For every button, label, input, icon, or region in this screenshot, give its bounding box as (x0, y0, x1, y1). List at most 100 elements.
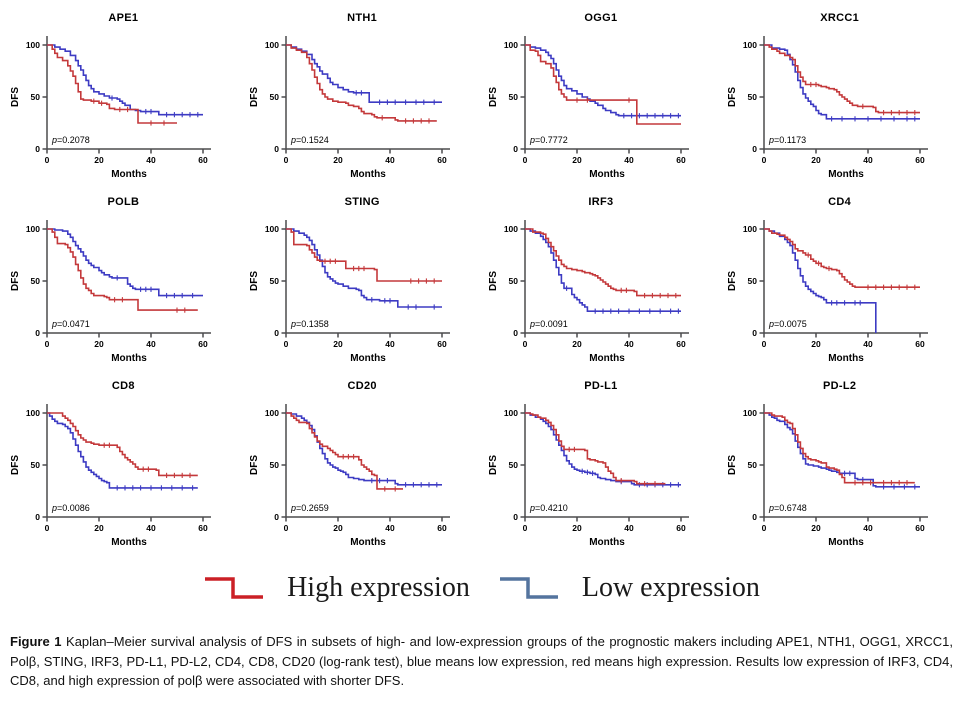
high-expression-step-icon (205, 577, 264, 599)
y-axis-label: DFS (249, 271, 260, 291)
y-axis-label: DFS (10, 455, 21, 475)
y-tick-label: 100 (26, 40, 40, 50)
y-tick-label: 50 (270, 460, 280, 470)
high-expression-curve (286, 228, 443, 282)
x-tick-label: 60 (199, 523, 209, 533)
x-tick-label: 0 (761, 155, 766, 165)
y-axis-label: DFS (727, 455, 738, 475)
km-plot: 0 50 100 0 20 40 60 DFS Months p=0.0471 (10, 220, 212, 364)
y-tick-label: 100 (742, 40, 756, 50)
x-tick-label: 40 (147, 339, 157, 349)
low-expression-curve (286, 44, 443, 103)
p-value: p=0.2659 (290, 503, 329, 513)
x-tick-label: 0 (284, 155, 289, 165)
x-tick-label: 20 (811, 523, 821, 533)
km-panel-cd20: CD20 0 50 100 0 20 40 60 DFS Months p=0.2659 (243, 372, 482, 550)
km-panel-nth1: NTH1 0 50 100 0 20 40 60 DFS Months p=0.1524 (243, 4, 482, 182)
p-value: p=0.2078 (51, 135, 90, 145)
p-value: p=0.6748 (768, 503, 807, 513)
km-plot: 0 50 100 0 20 40 60 DFS Months p=0.2659 (249, 404, 451, 548)
high-expression-curve (286, 412, 404, 490)
high-expression-curve (47, 412, 199, 477)
x-axis-label: Months (589, 353, 625, 364)
y-tick-label: 50 (508, 276, 518, 286)
panel-title: XRCC1 (820, 12, 860, 24)
km-panel-sting: STING 0 50 100 0 20 40 60 DFS Months p=0.1358 (243, 188, 482, 366)
x-tick-label: 40 (863, 155, 873, 165)
p-value: p=0.0075 (768, 319, 807, 329)
km-plot: 0 50 100 0 20 40 60 DFS Months p=0.1358 (249, 220, 451, 364)
y-tick-label: 0 (513, 328, 518, 338)
km-plot: 0 50 100 0 20 40 60 DFS Months p=0.6748 (727, 404, 928, 548)
x-tick-label: 40 (863, 339, 873, 349)
y-tick-label: 0 (36, 328, 41, 338)
x-tick-label: 60 (915, 523, 925, 533)
low-expression-step-icon (499, 577, 558, 599)
p-value: p=0.7772 (529, 135, 568, 145)
y-tick-label: 50 (747, 276, 757, 286)
panel-title: NTH1 (347, 12, 378, 24)
x-tick-label: 60 (437, 339, 447, 349)
axes (285, 36, 451, 150)
y-tick-label: 100 (265, 40, 279, 50)
x-tick-label: 20 (95, 339, 105, 349)
x-tick-label: 60 (915, 339, 925, 349)
y-axis-label: DFS (727, 87, 738, 107)
y-tick-label: 50 (747, 460, 757, 470)
x-tick-label: 40 (385, 523, 395, 533)
axes (524, 404, 689, 518)
low-expression-curve (763, 44, 920, 120)
x-axis-label: Months (589, 169, 625, 180)
low-expression-curve (47, 412, 199, 489)
panel-title: OGG1 (584, 12, 618, 24)
x-axis-label: Months (828, 537, 864, 548)
km-panel-pd-l1: PD-L1 0 50 100 0 20 40 60 DFS Months p=0.4210 (482, 372, 721, 550)
km-panel-polb: POLB 0 50 100 0 20 40 60 DFS Months p=0.0471 (4, 188, 243, 366)
km-panel-ape1: APE1 0 50 100 0 20 40 60 DFS Months p=0.2078 (4, 4, 243, 182)
figure-caption: Figure 1 Kaplan–Meier survival analysis … (10, 632, 953, 691)
y-tick-label: 100 (26, 224, 40, 234)
y-tick-label: 0 (752, 144, 757, 154)
p-value: p=0.1173 (768, 135, 806, 145)
axes (285, 220, 451, 334)
y-tick-label: 50 (270, 92, 280, 102)
x-tick-label: 40 (385, 339, 395, 349)
panel-title: CD8 (111, 380, 135, 392)
low-expression-curve (524, 44, 681, 117)
y-axis-label: DFS (488, 87, 499, 107)
x-tick-label: 0 (523, 339, 528, 349)
panel-title: APE1 (108, 12, 139, 24)
high-expression-curve (763, 412, 915, 484)
km-plot: 0 50 100 0 20 40 60 DFS Months p=0.2078 (10, 36, 212, 180)
x-tick-label: 40 (863, 523, 873, 533)
legend-label-high: High expression (287, 572, 470, 603)
km-panel-pd-l2: PD-L2 0 50 100 0 20 40 60 DFS Months p=0.6748 (720, 372, 959, 550)
x-tick-label: 60 (437, 523, 447, 533)
x-axis-label: Months (589, 537, 625, 548)
km-plot: 0 50 100 0 20 40 60 DFS Months p=0.4210 (488, 404, 689, 548)
y-axis-label: DFS (727, 271, 738, 291)
low-expression-curve (286, 228, 443, 308)
high-expression-curve (47, 228, 199, 311)
km-panel-irf3: IRF3 0 50 100 0 20 40 60 DFS Months p=0.0091 (482, 188, 721, 366)
x-axis-label: Months (828, 353, 864, 364)
panel-title: STING (344, 196, 380, 208)
panel-title: CD4 (828, 196, 852, 208)
x-tick-label: 20 (333, 155, 343, 165)
y-tick-label: 0 (36, 512, 41, 522)
figure-1: APE1 0 50 100 0 20 40 60 DFS Months p=0.2078 NTH1 0 5… (0, 4, 963, 691)
x-tick-label: 0 (761, 523, 766, 533)
x-axis-label: Months (112, 537, 148, 548)
x-tick-label: 0 (761, 339, 766, 349)
x-tick-label: 40 (147, 155, 157, 165)
y-tick-label: 100 (26, 408, 40, 418)
x-tick-label: 60 (676, 523, 686, 533)
km-grid: APE1 0 50 100 0 20 40 60 DFS Months p=0.2078 NTH1 0 5… (0, 4, 963, 550)
y-axis-label: DFS (488, 455, 499, 475)
y-tick-label: 0 (513, 512, 518, 522)
y-tick-label: 50 (508, 460, 518, 470)
y-tick-label: 0 (274, 328, 279, 338)
y-tick-label: 100 (504, 408, 518, 418)
panel-title: CD20 (347, 380, 377, 392)
km-plot: 0 50 100 0 20 40 60 DFS Months p=0.1524 (249, 36, 451, 180)
